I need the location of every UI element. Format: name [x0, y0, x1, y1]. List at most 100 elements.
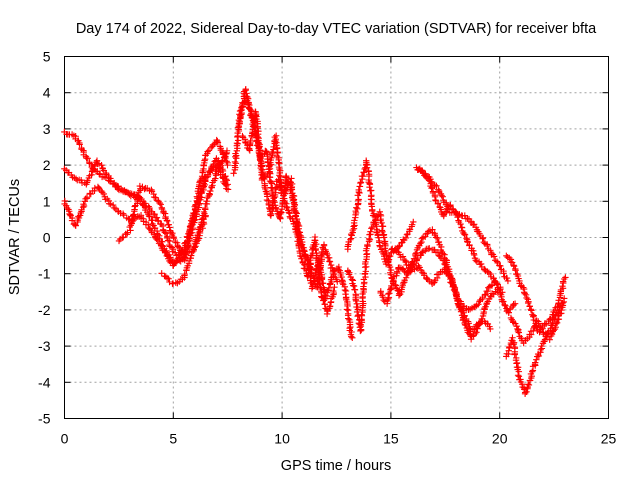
data-point-marker [331, 283, 338, 291]
data-point-marker [510, 263, 518, 270]
data-point-marker [511, 300, 519, 307]
data-point-marker [363, 160, 370, 168]
x-tick-label: 10 [274, 431, 290, 447]
data-point-marker [438, 192, 445, 199]
data-point-marker [493, 258, 501, 265]
data-point-marker [222, 181, 229, 188]
data-point-marker [349, 334, 356, 342]
data-point-marker [356, 183, 363, 190]
data-point-marker [160, 209, 167, 217]
data-point-marker [351, 286, 359, 294]
data-point-marker [410, 218, 417, 226]
data-point-marker [503, 274, 511, 282]
data-point-marker [283, 203, 290, 211]
data-point-marker [538, 342, 545, 350]
data-point-marker [280, 192, 287, 199]
data-point-marker [265, 166, 272, 173]
data-point-marker [386, 263, 394, 271]
x-tick-label: 5 [169, 431, 177, 447]
data-point-marker [153, 235, 160, 243]
data-point-marker [111, 179, 118, 187]
data-point-marker [378, 219, 385, 227]
data-point-marker [77, 209, 84, 217]
data-point-marker [270, 143, 277, 151]
data-point-marker [451, 287, 459, 294]
data-point-marker [356, 189, 363, 197]
data-point-marker [523, 294, 530, 302]
data-point-marker [500, 270, 507, 277]
data-point-marker [153, 197, 161, 204]
data-point-marker [381, 239, 388, 247]
data-point-marker [417, 240, 424, 247]
data-point-marker [318, 293, 325, 300]
data-point-marker [355, 186, 362, 194]
data-point-marker [388, 282, 395, 290]
data-point-marker [360, 283, 367, 290]
data-point-marker [434, 234, 441, 242]
data-point-marker [152, 194, 159, 201]
data-point-marker [532, 359, 539, 366]
data-point-marker [444, 206, 452, 213]
data-point-marker [436, 253, 444, 260]
data-point-marker [394, 287, 402, 295]
data-point-marker [109, 201, 117, 209]
data-point-marker [525, 381, 533, 389]
data-point-marker [318, 248, 325, 256]
data-point-marker [185, 238, 192, 245]
data-point-marker [266, 162, 273, 169]
data-point-marker [198, 216, 206, 223]
data-point-marker [471, 303, 479, 310]
data-point-marker [304, 272, 312, 280]
data-point-marker [128, 219, 135, 226]
data-point-marker [348, 333, 355, 340]
data-point-marker [402, 234, 410, 242]
data-point-marker [368, 225, 375, 232]
data-point-marker [412, 250, 419, 258]
data-point-marker [388, 246, 395, 253]
data-point-marker [402, 258, 409, 266]
y-tick-label: -2 [38, 302, 51, 318]
data-point-marker [190, 209, 197, 217]
data-point-marker [539, 325, 546, 332]
data-point-marker [418, 235, 426, 242]
data-point-marker [418, 249, 426, 256]
data-point-marker [475, 301, 482, 308]
data-point-marker [281, 199, 289, 206]
data-point-marker [526, 303, 533, 310]
data-point-marker [561, 295, 568, 302]
data-point-marker [506, 254, 513, 262]
data-point-marker [529, 368, 536, 375]
data-point-marker [432, 234, 440, 241]
data-point-marker [214, 165, 222, 173]
data-point-marker [524, 381, 532, 388]
data-point-marker [376, 208, 383, 216]
data-point-marker [223, 147, 231, 154]
data-point-marker [120, 211, 127, 219]
data-point-marker [457, 220, 464, 228]
data-point-marker [435, 238, 443, 246]
data-point-marker [224, 186, 232, 193]
data-point-marker [295, 234, 302, 241]
data-point-marker [232, 150, 239, 157]
y-tick-label: -4 [38, 374, 51, 390]
data-point-marker [201, 204, 209, 212]
data-point-marker [481, 304, 488, 312]
y-tick-label: 5 [43, 49, 51, 65]
data-point-marker [465, 306, 472, 314]
data-point-marker [520, 284, 527, 291]
data-point-marker [183, 233, 191, 240]
data-point-marker [72, 175, 80, 182]
data-point-marker [363, 263, 370, 270]
data-point-marker [562, 274, 569, 281]
x-axis-label: GPS time / hours [281, 458, 391, 474]
data-point-marker [236, 111, 243, 118]
data-point-marker [170, 235, 178, 242]
data-point-marker [334, 278, 341, 285]
data-point-marker [263, 196, 271, 204]
data-point-marker [513, 322, 520, 330]
data-point-marker [163, 252, 171, 259]
data-point-marker [114, 185, 122, 193]
data-point-marker [314, 257, 321, 264]
data-point-marker [479, 235, 486, 242]
data-point-marker [560, 275, 568, 283]
